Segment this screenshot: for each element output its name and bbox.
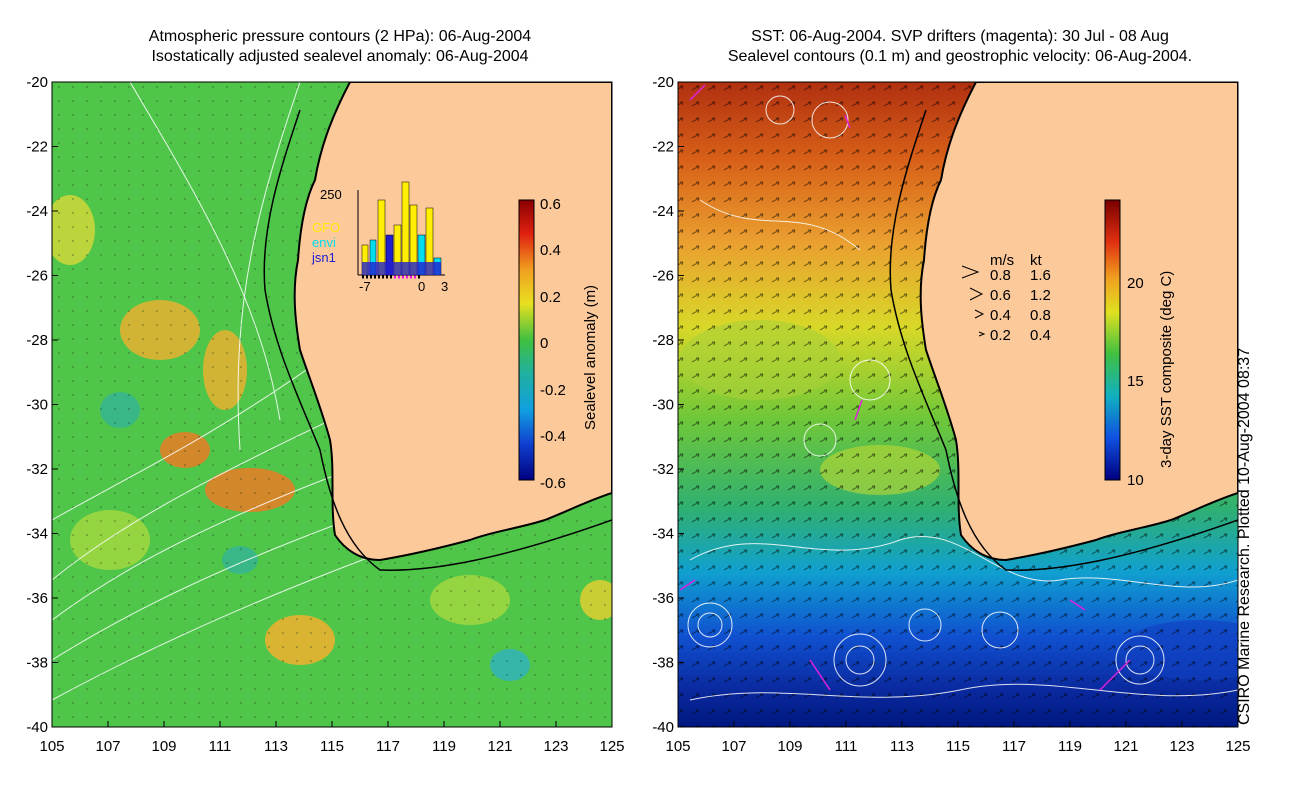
left-lon-tick-label: 107 (95, 738, 120, 755)
left-lat-tick-label: -34 (26, 526, 48, 543)
left-lon-tick-label: 113 (264, 738, 288, 755)
velocity-legend-kt: 1.6 (1030, 267, 1051, 284)
sla-tick: -0.4 (540, 428, 566, 445)
left-lat-tick-label: -24 (26, 203, 48, 220)
velocity-legend-kt: 0.8 (1030, 307, 1051, 324)
left-lon-tick-label: 125 (599, 738, 624, 755)
sla-tick: -0.2 (540, 382, 566, 399)
right-lon-tick-label: 107 (721, 738, 746, 755)
left-lat-tick-label: -22 (26, 139, 48, 156)
right-map-title: SST: 06-Aug-2004. SVP drifters (magenta)… (660, 27, 1260, 67)
histogram-legend-envi: envi (312, 235, 336, 250)
right-lon-tick-label: 119 (1058, 738, 1082, 755)
right-lon-tick-label: 113 (890, 738, 914, 755)
sla-tick: 0.2 (540, 289, 561, 306)
left-lat-tick-label: -30 (26, 397, 48, 414)
left-lon-tick-label: 109 (151, 738, 176, 755)
left-lon-tick-label: 123 (543, 738, 568, 755)
left-lon-tick-label: 105 (39, 738, 64, 755)
right-lat-tick-label: -20 (652, 74, 674, 91)
right-lon-tick-label: 121 (1113, 738, 1138, 755)
right-lon-tick-label: 123 (1169, 738, 1194, 755)
histogram-ymax: 250 (320, 187, 342, 202)
velocity-legend-ms: 0.6 (990, 287, 1011, 304)
inset-histogram: 250 GFO envi jsn1 -7 0 3 (311, 181, 448, 294)
velocity-arrow-icon (974, 309, 985, 319)
left-title-line1: Atmospheric pressure contours (2 HPa): 0… (148, 28, 532, 45)
sla-tick: 0.4 (540, 242, 561, 259)
right-lat-tick-label: -22 (652, 139, 674, 156)
left-lon-tick-label: 111 (209, 738, 232, 755)
right-lon-tick-label: 105 (665, 738, 690, 755)
left-lat-tick-label: -38 (26, 655, 48, 672)
right-lat-tick-label: -36 (652, 590, 674, 607)
velocity-legend-kt-header: kt (1030, 252, 1043, 269)
sst-tick: 10 (1127, 472, 1144, 489)
left-lon-tick-label: 121 (487, 738, 512, 755)
sst-tick: 15 (1127, 373, 1144, 390)
hist-bar (401, 181, 410, 276)
right-lat-tick-label: -30 (652, 397, 674, 414)
credit-text: CSIRO Marine Research. Plotted 10-Aug-20… (1236, 347, 1253, 725)
left-map-title: Atmospheric pressure contours (2 HPa): 0… (40, 27, 640, 67)
right-lon-tick-label: 111 (835, 738, 858, 755)
velocity-legend-kt: 1.2 (1030, 287, 1051, 304)
histogram-xtick-max: 3 (441, 279, 448, 294)
velocity-arrow-icon (978, 331, 986, 337)
histogram-xtick-min: -7 (359, 279, 371, 294)
velocity-legend: m/s kt 0.8 1.6 0.6 1.2 0.4 0.8 0.2 0.4 (961, 252, 1051, 344)
sst-colorbar-label: 3-day SST composite (deg C) (1158, 271, 1175, 468)
right-lat-tick-label: -26 (652, 268, 674, 285)
sla-colorbar-label: Sealevel anomaly (m) (582, 285, 599, 430)
right-map (678, 82, 1238, 727)
sla-tick: 0 (540, 335, 548, 352)
velocity-legend-ms-header: m/s (990, 252, 1014, 269)
sst-colorbar: 20 15 10 3-day SST composite (deg C) (1104, 199, 1175, 489)
left-lat-tick-label: -40 (26, 719, 48, 736)
histogram-xtick-zero: 0 (418, 279, 425, 294)
histogram-legend-jsn1: jsn1 (311, 250, 336, 265)
velocity-arrow-icon (969, 287, 984, 301)
left-lat-tick-label: -20 (26, 74, 48, 91)
velocity-legend-kt: 0.4 (1030, 327, 1051, 344)
velocity-arrow-icon (961, 265, 980, 279)
right-lat-tick-label: -28 (652, 332, 674, 349)
histogram-legend-gfo: GFO (312, 220, 340, 235)
right-lon-tick-label: 109 (777, 738, 802, 755)
sla-tick: -0.6 (540, 475, 566, 492)
right-lon-tick-label: 125 (1225, 738, 1250, 755)
left-lat-tick-label: -26 (26, 268, 48, 285)
sst-tick: 20 (1127, 275, 1144, 292)
sla-tick: 0.6 (540, 196, 561, 213)
left-lon-tick-label: 115 (320, 738, 344, 755)
right-lat-tick-label: -38 (652, 655, 674, 672)
sealevel-contours (687, 95, 1238, 701)
right-lat-tick-label: -32 (652, 461, 674, 478)
right-lat-tick-label: -40 (652, 719, 674, 736)
velocity-legend-ms: 0.2 (990, 327, 1011, 344)
left-lat-tick-label: -28 (26, 332, 48, 349)
left-lat-tick-label: -36 (26, 590, 48, 607)
sla-colorbar: 0.6 0.4 0.2 0 -0.2 -0.4 -0.6 Sealevel an… (518, 196, 599, 492)
right-lon-tick-label: 117 (1002, 738, 1026, 755)
right-title-line2: Sealevel contours (0.1 m) and geostrophi… (727, 48, 1193, 65)
right-land (919, 82, 1238, 562)
right-lon-tick-label: 115 (946, 738, 970, 755)
right-lat-tick-label: -24 (652, 203, 674, 220)
right-lat-tick-label: -34 (652, 526, 674, 543)
left-lon-tick-label: 119 (432, 738, 456, 755)
left-title-line2: Isostatically adjusted sealevel anomaly:… (151, 48, 529, 65)
axis-tick-labels: 105 107 109 111 113 115 117 119 121 123 125 -20 -22 -… (26, 74, 1250, 755)
velocity-legend-ms: 0.4 (990, 307, 1011, 324)
left-lon-tick-label: 117 (376, 738, 400, 755)
velocity-legend-ms: 0.8 (990, 267, 1011, 284)
left-lat-tick-label: -32 (26, 461, 48, 478)
right-title-line1: SST: 06-Aug-2004. SVP drifters (magenta)… (751, 28, 1169, 45)
svp-drifters (679, 84, 1131, 691)
